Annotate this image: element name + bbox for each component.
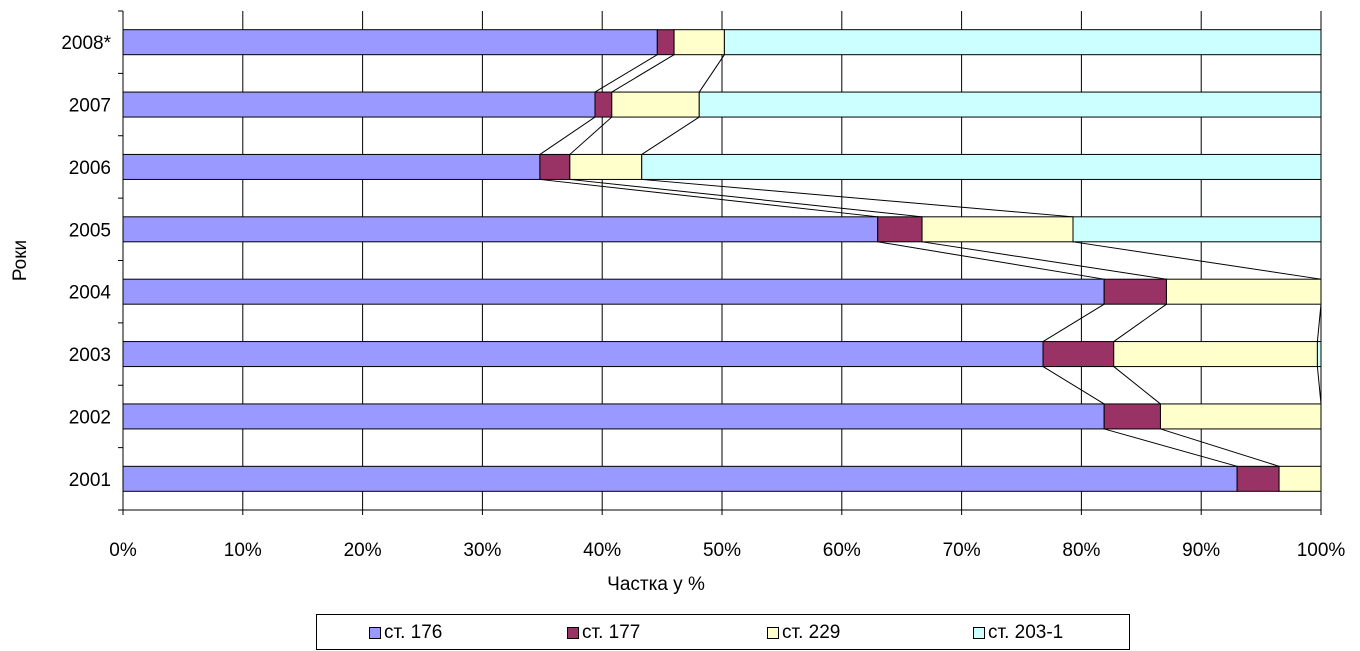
legend-label: ст. 176 bbox=[384, 622, 443, 643]
legend-item-st-177: ст. 177 bbox=[567, 622, 640, 644]
legend-item-st-229: ст. 229 bbox=[767, 622, 840, 644]
series-line bbox=[539, 178, 878, 218]
bar-segment bbox=[656, 29, 675, 56]
series-line bbox=[877, 241, 1105, 280]
series-line bbox=[569, 178, 923, 218]
series-line bbox=[594, 54, 658, 93]
legend-item-st-176: ст. 176 bbox=[369, 622, 442, 644]
x-tick-label: 80% bbox=[1062, 540, 1100, 561]
series-line bbox=[921, 241, 1167, 280]
legend-label: ст. 203-1 bbox=[988, 622, 1064, 643]
bar-segment bbox=[1278, 465, 1322, 492]
legend-swatch bbox=[973, 627, 985, 639]
bar-segment bbox=[641, 153, 1322, 180]
y-tick-label: 2006 bbox=[69, 158, 111, 179]
series-line bbox=[611, 54, 675, 93]
x-tick-label: 100% bbox=[1297, 540, 1346, 561]
bar-segment bbox=[122, 403, 1105, 430]
bar-segment bbox=[1236, 465, 1280, 492]
legend: ст. 176 ст. 177 ст. 229 ст. 203-1 bbox=[316, 614, 1130, 650]
x-tick-label: 10% bbox=[224, 540, 262, 561]
x-tick-label: 90% bbox=[1182, 540, 1220, 561]
series-line bbox=[1113, 366, 1161, 405]
legend-swatch bbox=[767, 627, 779, 639]
bar-segment bbox=[1316, 341, 1322, 368]
y-tick-label: 2002 bbox=[69, 407, 111, 428]
chart-canvas: 0% 10% 20% 30% 40% 50% 60% 70% 80% 90% 100% 2008* 20… bbox=[10, 10, 1346, 595]
series-line bbox=[1072, 241, 1322, 280]
series-line bbox=[1042, 366, 1105, 405]
series-line bbox=[641, 116, 700, 155]
series-line bbox=[1316, 366, 1322, 404]
bar-segment bbox=[122, 91, 596, 118]
series-line bbox=[539, 116, 596, 155]
legend-item-st-203-1: ст. 203-1 bbox=[973, 622, 1063, 644]
bar-segment bbox=[122, 216, 879, 243]
series-line bbox=[1042, 303, 1105, 342]
legend-label: ст. 229 bbox=[782, 622, 841, 643]
bar-segment bbox=[698, 91, 1322, 118]
y-tick-label: 2004 bbox=[69, 283, 112, 304]
legend-label: ст. 177 bbox=[582, 622, 641, 643]
series-line bbox=[641, 178, 1074, 218]
bar-segment bbox=[122, 29, 658, 56]
bar-segment bbox=[594, 91, 613, 118]
legend-swatch bbox=[369, 627, 381, 639]
bar-segment bbox=[539, 153, 571, 180]
x-tick-label: 50% bbox=[703, 540, 741, 561]
bar-segment bbox=[1113, 341, 1318, 368]
y-tick-label: 2003 bbox=[69, 345, 111, 366]
bar-segment bbox=[122, 465, 1238, 492]
series-line bbox=[1104, 428, 1238, 467]
x-tick-label: 60% bbox=[823, 540, 861, 561]
x-tick-label: 30% bbox=[463, 540, 501, 561]
x-tick-label: 70% bbox=[943, 540, 981, 561]
bar-segment bbox=[569, 153, 643, 180]
bar-segment bbox=[1159, 403, 1322, 430]
y-tick-label: 2007 bbox=[69, 96, 111, 117]
bar-segment bbox=[1072, 216, 1322, 243]
bar-segment bbox=[921, 216, 1074, 243]
x-axis-title: Частка у % bbox=[607, 574, 705, 595]
series-line bbox=[1160, 428, 1280, 467]
legend-swatch bbox=[567, 627, 579, 639]
bar-segment bbox=[1103, 403, 1161, 430]
bar-segment bbox=[723, 29, 1322, 56]
y-tick-label: 2001 bbox=[69, 470, 111, 491]
bar-segment bbox=[673, 29, 725, 56]
x-tick-label: 0% bbox=[109, 540, 137, 561]
x-tick-label: 40% bbox=[583, 540, 621, 561]
y-tick-label: 2008* bbox=[61, 33, 111, 54]
bar-segment bbox=[122, 153, 541, 180]
bar-segment bbox=[1103, 278, 1167, 305]
bar-segment bbox=[1042, 341, 1115, 368]
x-tick-label: 20% bbox=[344, 540, 382, 561]
y-axis-title: Роки bbox=[10, 240, 31, 281]
bar-segment bbox=[1165, 278, 1322, 305]
series-line bbox=[1316, 304, 1322, 342]
bar-segment bbox=[877, 216, 923, 243]
series-line bbox=[698, 54, 725, 93]
y-tick-label: 2005 bbox=[69, 220, 111, 241]
series-line bbox=[569, 116, 613, 155]
bar-segment bbox=[122, 341, 1044, 368]
series-line bbox=[1113, 303, 1167, 342]
bar-segment bbox=[611, 91, 700, 118]
bar-segment bbox=[122, 278, 1105, 305]
